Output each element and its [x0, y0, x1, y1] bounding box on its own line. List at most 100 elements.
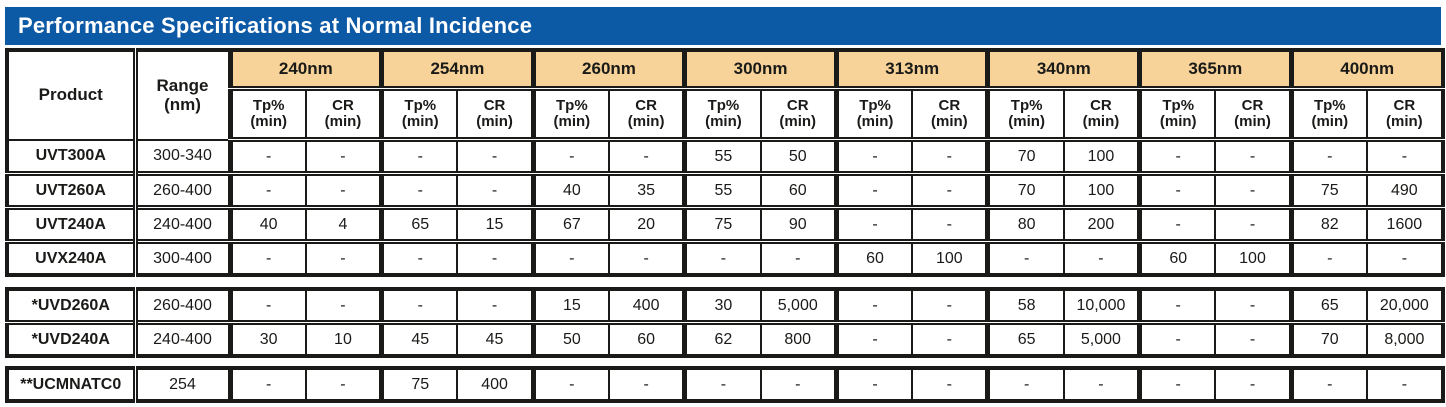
wavelength-band: 313nm [833, 49, 989, 90]
tp-min-header: Tp% (min) [985, 86, 1065, 142]
value-cell: - [1214, 171, 1293, 209]
cr-min-header: CR (min) [759, 86, 838, 142]
wavelength-band: 365nm [1137, 49, 1293, 90]
value-cell: - [227, 239, 307, 276]
value-cell: 800 [759, 320, 838, 357]
value-cell: - [1214, 205, 1293, 243]
value-cell: - [911, 288, 989, 324]
value-cell: 75 [682, 205, 762, 243]
value-cell: 65 [1288, 288, 1368, 324]
value-cell: 100 [1062, 138, 1141, 175]
range-cell: 260-400 [132, 288, 231, 324]
value-cell: 70 [1288, 320, 1368, 357]
wavelength-band: 260nm [530, 49, 686, 90]
value-cell: - [530, 138, 610, 175]
value-cell: - [1137, 171, 1217, 209]
value-cell: 8,000 [1365, 320, 1444, 357]
value-cell: - [1214, 367, 1293, 402]
value-cell: - [530, 367, 610, 402]
value-cell: - [1137, 320, 1217, 357]
value-cell: - [607, 367, 686, 402]
value-cell: - [379, 138, 459, 175]
value-cell: - [607, 138, 686, 175]
table-row: *UVD260A 260-400- - - -15 400 30 5,000- -58 10,00… [6, 288, 1444, 324]
product-cell: UVT240A [6, 205, 136, 243]
value-cell: - [456, 171, 535, 209]
page-title: Performance Specifications at Normal Inc… [18, 13, 533, 38]
value-cell: - [456, 239, 535, 276]
cr-min-header: CR (min) [456, 86, 535, 142]
value-cell: 70 [985, 138, 1065, 175]
value-cell: - [682, 239, 762, 276]
value-cell: 62 [682, 320, 762, 357]
wavelength-band: 254nm [379, 49, 535, 90]
table-row: UVT240A 240-400 40 4 65 15 67 20 75 90- -80 200- -82… [6, 205, 1444, 243]
value-cell: 50 [530, 320, 610, 357]
value-cell: 45 [456, 320, 535, 357]
spec-table-main: Product Range (nm) 240nm 254nm 260nm 300nm 3… [5, 48, 1445, 277]
value-cell: - [304, 288, 383, 324]
value-cell: 67 [530, 205, 610, 243]
product-cell: **UCMNATC0 [6, 367, 136, 402]
range-cell: 300-340 [132, 138, 231, 175]
cr-min-header: CR (min) [911, 86, 989, 142]
tp-min-header: Tp% (min) [833, 86, 914, 142]
range-column-header: Range (nm) [132, 49, 231, 141]
value-cell: 10 [304, 320, 383, 357]
value-cell: - [911, 367, 989, 402]
value-cell: 200 [1062, 205, 1141, 243]
value-cell: 20 [607, 205, 686, 243]
value-cell: - [911, 205, 989, 243]
value-cell: - [759, 367, 838, 402]
value-cell: 50 [759, 138, 838, 175]
value-cell: 65 [379, 205, 459, 243]
value-cell: - [1288, 367, 1368, 402]
value-cell: - [985, 367, 1065, 402]
value-cell: - [833, 205, 914, 243]
value-cell: - [911, 171, 989, 209]
table-row: UVT260A 260-400- - - -40 35 55 60- -70 100- -75 490 [6, 171, 1444, 209]
value-cell: - [833, 367, 914, 402]
value-cell: 4 [304, 205, 383, 243]
value-cell: 400 [456, 367, 535, 402]
value-cell: - [304, 138, 383, 175]
value-cell: 35 [607, 171, 686, 209]
value-cell: 75 [1288, 171, 1368, 209]
value-cell: - [1288, 239, 1368, 276]
value-cell: - [1214, 320, 1293, 357]
wavelength-band: 400nm [1288, 49, 1444, 90]
value-cell: 55 [682, 138, 762, 175]
value-cell: - [911, 138, 989, 175]
value-cell: - [833, 288, 914, 324]
cr-min-header: CR (min) [1062, 86, 1141, 142]
cr-min-header: CR (min) [1365, 86, 1444, 142]
tp-min-header: Tp% (min) [530, 86, 610, 142]
value-cell: 80 [985, 205, 1065, 243]
value-cell: 55 [682, 171, 762, 209]
value-cell: 1600 [1365, 205, 1444, 243]
table-row: UVT300A 300-340- - - - - -55 50- -70 100- - - - [6, 138, 1444, 175]
value-cell: 490 [1365, 171, 1444, 209]
product-cell: *UVD260A [6, 288, 136, 324]
value-cell: 5,000 [759, 288, 838, 324]
tp-min-header: Tp% (min) [1137, 86, 1217, 142]
subheader-row: Tp% (min) CR (min) Tp% (min) CR (min) Tp% (min) CR… [7, 86, 1444, 142]
value-cell: - [456, 288, 535, 324]
value-cell: - [227, 138, 307, 175]
value-cell: - [304, 239, 383, 276]
value-cell: - [1365, 367, 1444, 402]
value-cell: - [1288, 138, 1368, 175]
value-cell: 20,000 [1365, 288, 1444, 324]
value-cell: 90 [759, 205, 838, 243]
value-cell: - [456, 138, 535, 175]
product-cell: *UVD240A [6, 320, 136, 357]
value-cell: - [379, 239, 459, 276]
value-cell: - [379, 171, 459, 209]
value-cell: - [227, 288, 307, 324]
range-cell: 300-400 [132, 239, 231, 276]
value-cell: - [833, 138, 914, 175]
value-cell: 100 [1062, 171, 1141, 209]
cr-min-header: CR (min) [607, 86, 686, 142]
range-cell: 254 [132, 367, 231, 402]
value-cell: 40 [530, 171, 610, 209]
